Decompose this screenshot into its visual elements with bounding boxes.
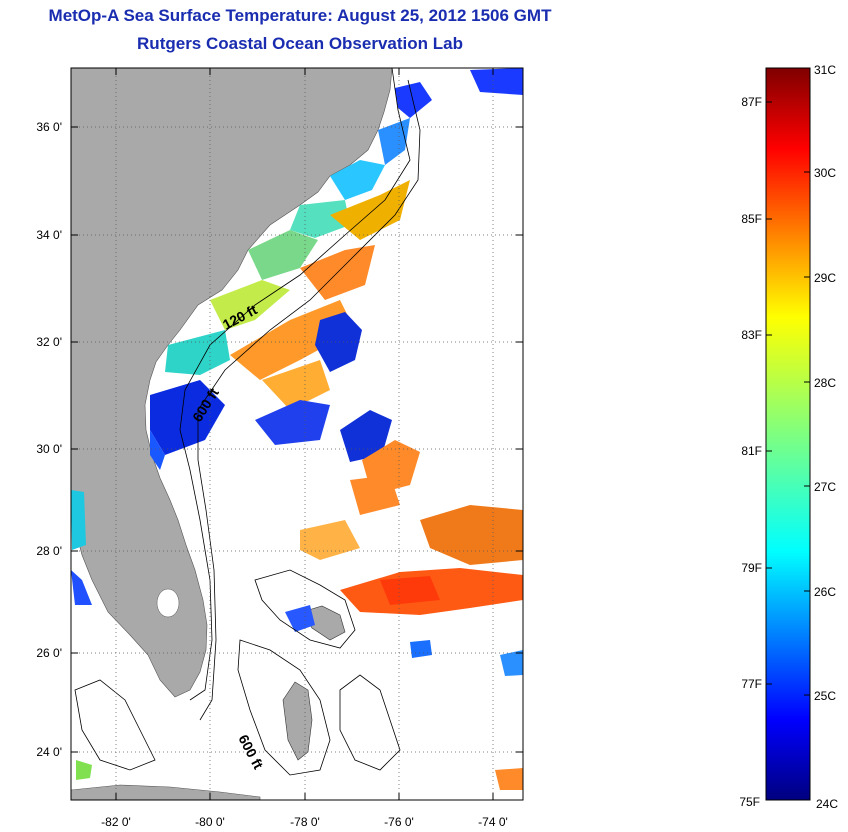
- colorbar: 31C 30C 29C 28C 27C 26C 25C 24C 87F 85F …: [739, 63, 838, 811]
- colorbar-fahrenheit-label: 81F: [741, 444, 762, 458]
- lat-tick-label: 24 0': [36, 745, 62, 759]
- lake-okeechobee: [156, 588, 180, 618]
- colorbar-fahrenheit-label: 75F: [739, 795, 760, 809]
- map-grid: [71, 68, 523, 800]
- colorbar-celsius-label: 27C: [814, 480, 836, 494]
- lon-tick-label: -74 0': [478, 815, 508, 829]
- land-bahamas-2: [301, 605, 346, 641]
- colorbar-fahrenheit-label: 83F: [741, 328, 762, 342]
- colorbar-celsius-label: 24C: [816, 797, 838, 811]
- colorbar-fahrenheit-label: 87F: [741, 95, 762, 109]
- colorbar-fahrenheit-label: 85F: [741, 212, 762, 226]
- lon-tick-label: -82 0': [101, 815, 131, 829]
- colorbar-celsius-label: 31C: [814, 63, 836, 77]
- land-cuba: [71, 784, 261, 800]
- lat-tick-label: 36 0': [36, 120, 62, 134]
- map-subtitle: Rutgers Coastal Ocean Observation Lab: [137, 34, 463, 53]
- sst-data-layer: [71, 68, 523, 790]
- land-us-southeast: [71, 68, 393, 698]
- colorbar-celsius-label: 29C: [814, 271, 836, 285]
- lat-tick-label: 28 0': [36, 544, 62, 558]
- colorbar-fahrenheit-label: 79F: [741, 561, 762, 575]
- map-axis-ticks: [71, 68, 523, 800]
- map-area: [71, 68, 523, 800]
- bathymetry-contours: [74, 68, 421, 776]
- map-border: [70, 67, 524, 801]
- colorbar-celsius-label: 26C: [814, 585, 836, 599]
- colorbar-celsius-label: 28C: [814, 376, 836, 390]
- colorbar-gradient: [765, 67, 811, 801]
- lat-tick-label: 32 0': [36, 335, 62, 349]
- lon-tick-label: -80 0': [195, 815, 225, 829]
- map-title: MetOp-A Sea Surface Temperature: August …: [48, 6, 552, 25]
- lon-tick-label: -78 0': [290, 815, 320, 829]
- colorbar-celsius-label: 30C: [814, 166, 836, 180]
- lat-tick-label: 30 0': [36, 442, 62, 456]
- lat-tick-label: 26 0': [36, 646, 62, 660]
- colorbar-fahrenheit-label: 77F: [741, 677, 762, 691]
- lat-tick-label: 34 0': [36, 228, 62, 242]
- colorbar-celsius-label: 25C: [814, 689, 836, 703]
- lon-tick-label: -76 0': [384, 815, 414, 829]
